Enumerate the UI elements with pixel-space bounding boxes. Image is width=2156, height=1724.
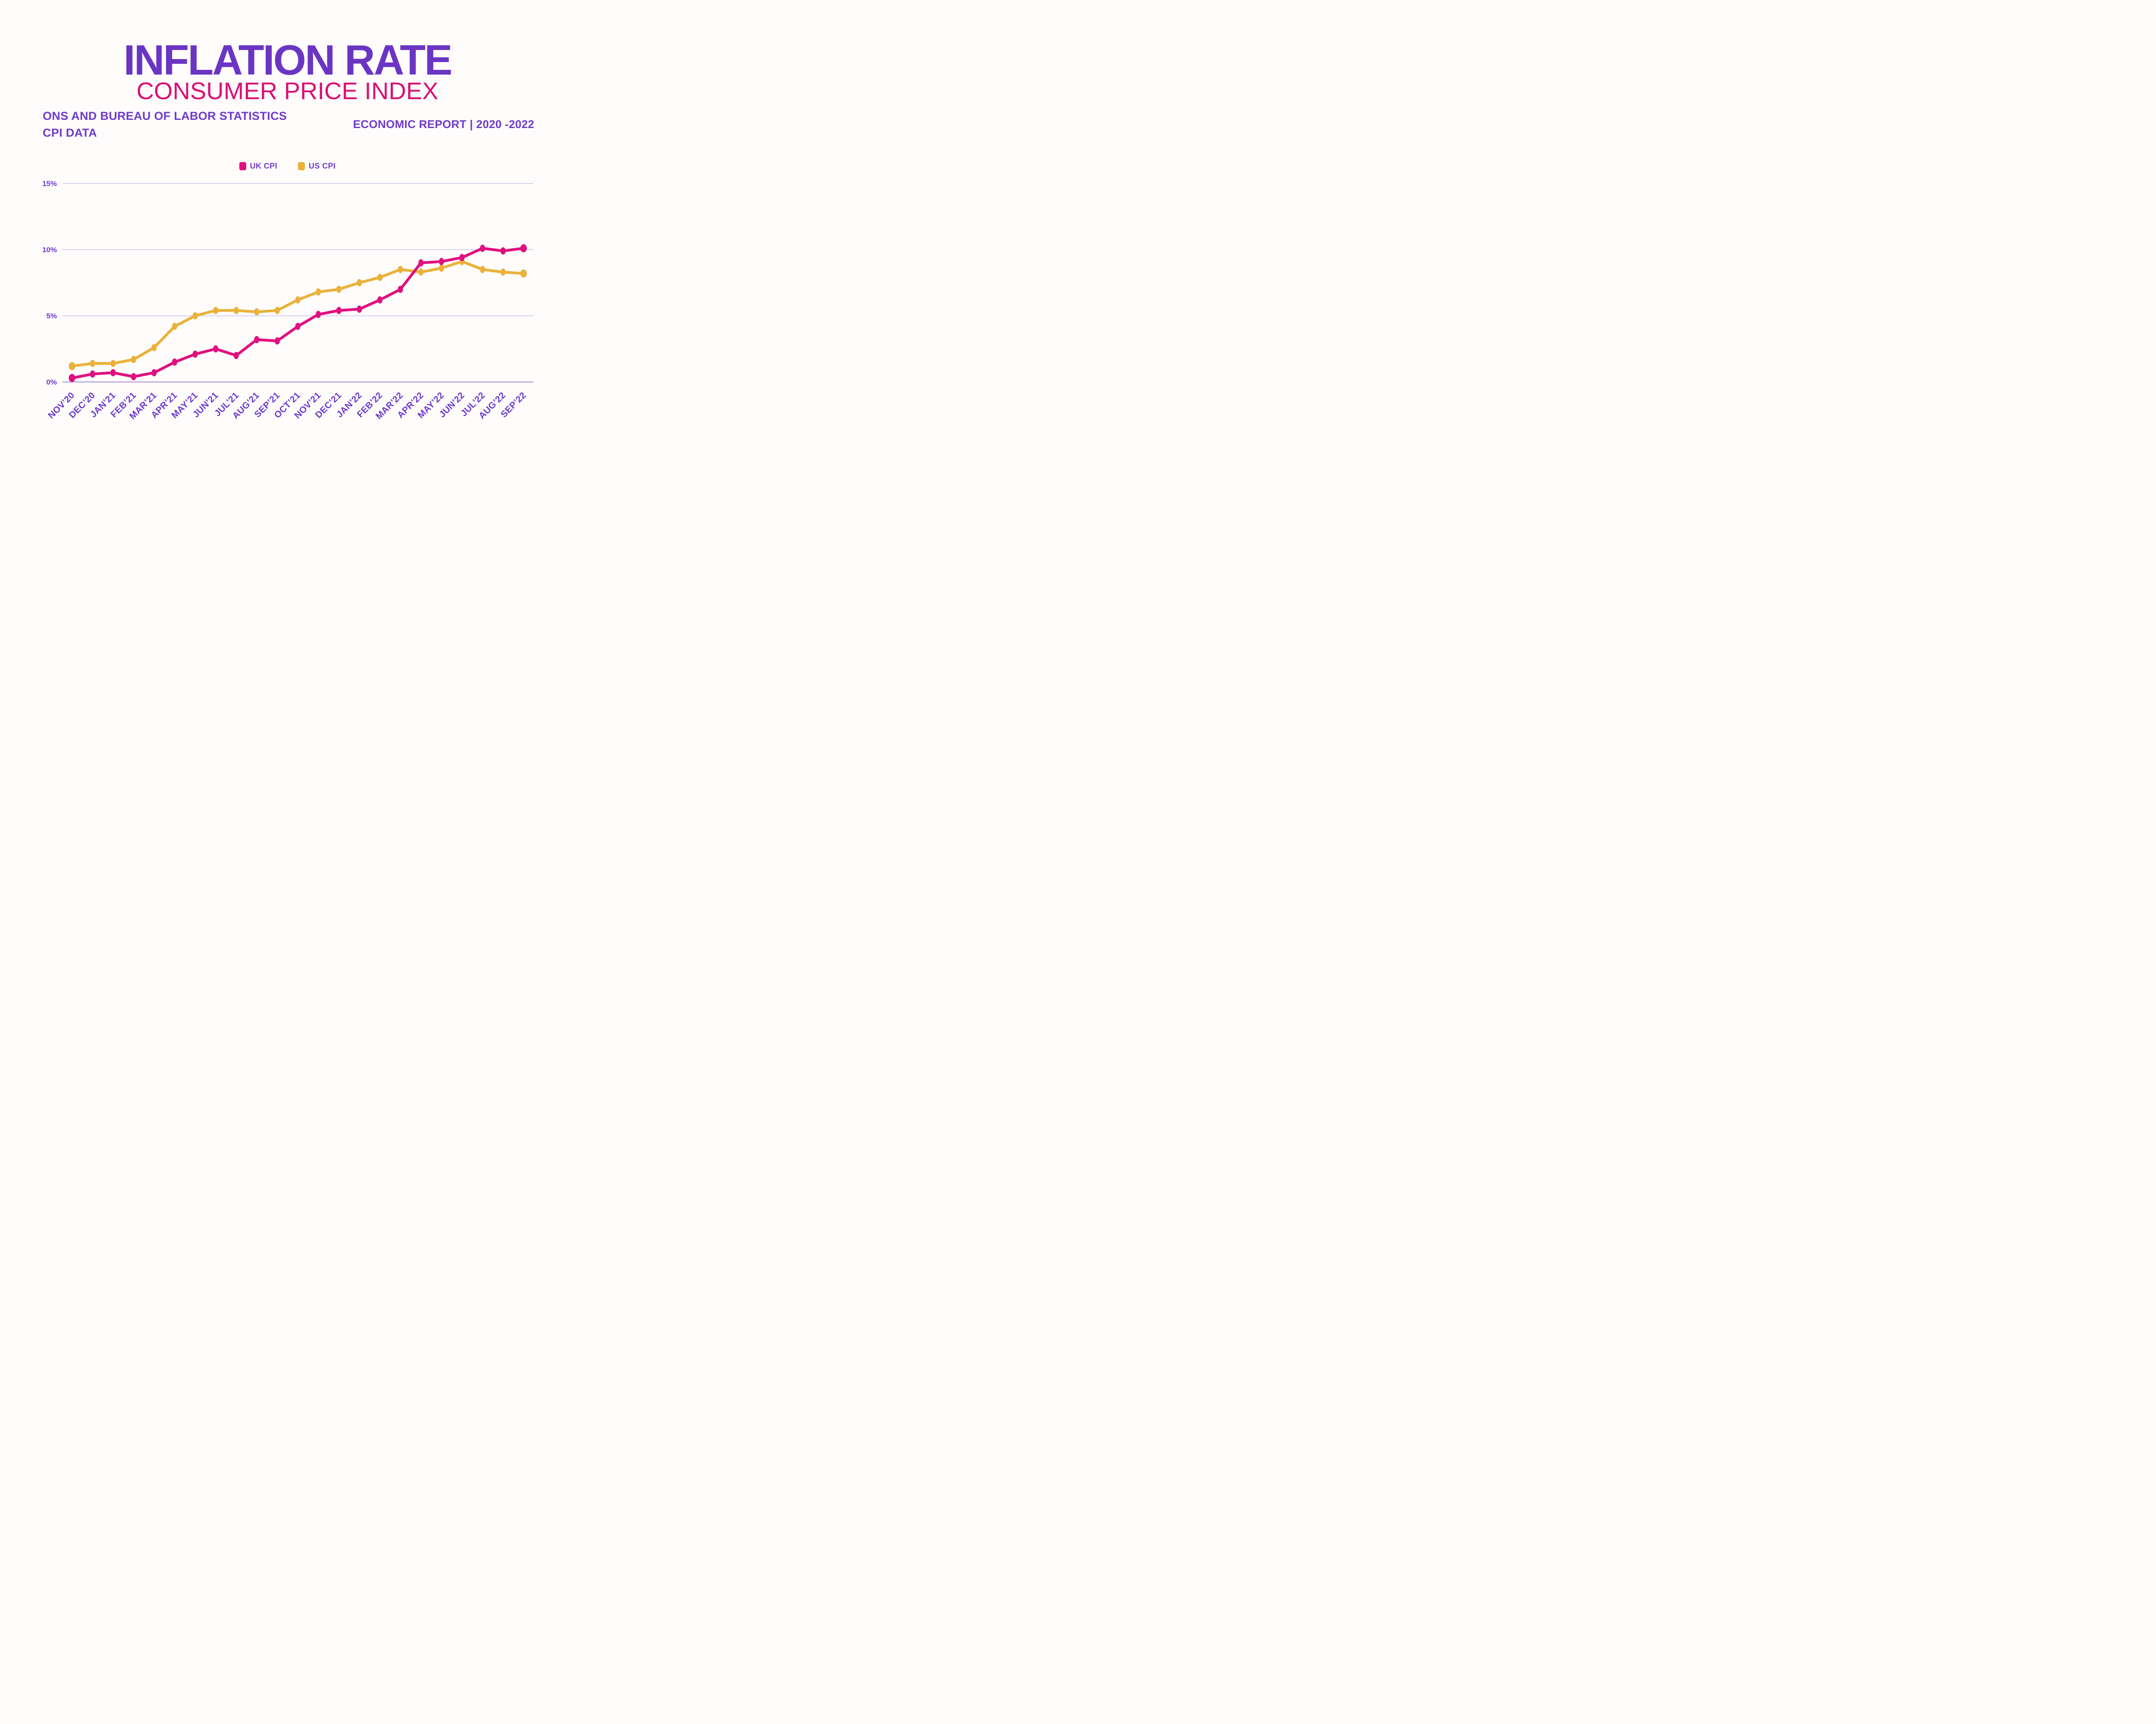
uk-cpi-point-3 bbox=[131, 373, 136, 381]
y-tick-label-10%: 10% bbox=[42, 246, 57, 254]
us-cpi-point-14 bbox=[357, 279, 362, 287]
us-cpi-point-15 bbox=[377, 274, 382, 281]
us-cpi-point-22 bbox=[520, 269, 527, 278]
uk-cpi-point-15 bbox=[377, 296, 382, 304]
uk-cpi-point-12 bbox=[316, 311, 321, 318]
us-cpi-point-2 bbox=[110, 360, 116, 367]
us-cpi-point-16 bbox=[398, 266, 403, 273]
source-note-line1: ONS AND BUREAU OF LABOR STATISTICS bbox=[43, 110, 287, 122]
cpi-line-chart: 0% 5% 10% 15% NOV’20DEC’20JAN’21FEB’21MAR’21… bbox=[42, 180, 533, 421]
page-title: INFLATION RATE bbox=[123, 36, 452, 84]
legend-label-us-cpi: US CPI bbox=[308, 162, 336, 170]
us-cpi-point-1 bbox=[90, 360, 95, 367]
y-tick-label-0%: 0% bbox=[46, 378, 57, 386]
source-note-line2: CPI DATA bbox=[43, 126, 97, 139]
page-subtitle: CONSUMER PRICE INDEX bbox=[136, 77, 439, 105]
uk-cpi-point-21 bbox=[500, 247, 506, 255]
uk-cpi-point-11 bbox=[295, 322, 301, 330]
data-source-note: ONS AND BUREAU OF LABOR STATISTICS CPI D… bbox=[43, 108, 287, 141]
uk-cpi-point-8 bbox=[233, 352, 239, 359]
report-period-label: ECONOMIC REPORT | 2020 -2022 bbox=[353, 118, 534, 131]
uk-cpi-point-20 bbox=[480, 244, 485, 252]
uk-cpi-point-6 bbox=[192, 350, 198, 358]
us-cpi-point-12 bbox=[316, 288, 321, 296]
us-cpi-point-6 bbox=[192, 312, 198, 319]
uk-cpi-point-9 bbox=[254, 336, 260, 344]
uk-cpi-point-2 bbox=[110, 369, 116, 376]
us-cpi-point-0 bbox=[69, 362, 75, 370]
us-cpi-point-10 bbox=[275, 307, 280, 314]
infographic-canvas: INFLATION RATE CONSUMER PRICE INDEX ONS … bbox=[0, 0, 575, 431]
series-uk-cpi bbox=[69, 244, 527, 382]
y-tick-label-15%: 15% bbox=[42, 180, 57, 188]
y-axis-tick-labels: 0% 5% 10% 15% bbox=[42, 180, 57, 387]
uk-cpi-point-10 bbox=[275, 337, 280, 345]
uk-cpi-point-17 bbox=[418, 259, 424, 267]
x-axis-tick-labels: NOV’20DEC’20JAN’21FEB’21MAR’21APR’21MAY’… bbox=[46, 390, 528, 421]
uk-cpi-point-0 bbox=[69, 374, 75, 382]
us-cpi-point-18 bbox=[439, 264, 444, 272]
uk-cpi-point-1 bbox=[90, 370, 95, 378]
y-tick-label-5%: 5% bbox=[46, 312, 57, 320]
uk-cpi-point-14 bbox=[357, 305, 362, 313]
uk-cpi-point-18 bbox=[439, 258, 444, 266]
us-cpi-point-8 bbox=[233, 307, 239, 314]
uk-cpi-point-4 bbox=[151, 369, 157, 376]
us-cpi-point-11 bbox=[295, 296, 301, 304]
uk-cpi-point-19 bbox=[459, 254, 465, 261]
us-cpi-point-7 bbox=[213, 307, 219, 314]
series-us-cpi bbox=[69, 258, 527, 370]
us-cpi-point-13 bbox=[336, 285, 342, 293]
uk-cpi-point-13 bbox=[336, 307, 342, 314]
legend-label-uk-cpi: UK CPI bbox=[250, 162, 277, 170]
uk-cpi-point-16 bbox=[398, 285, 403, 293]
us-cpi-point-5 bbox=[172, 322, 177, 330]
uk-cpi-line bbox=[70, 247, 525, 379]
us-cpi-point-4 bbox=[151, 344, 157, 351]
us-cpi-point-9 bbox=[254, 308, 260, 316]
legend-swatch-uk-cpi bbox=[239, 162, 246, 170]
legend-item-uk-cpi: UK CPI bbox=[239, 162, 277, 171]
us-cpi-point-20 bbox=[480, 266, 485, 273]
gridlines bbox=[63, 183, 533, 383]
uk-cpi-point-7 bbox=[213, 345, 219, 353]
legend-swatch-us-cpi bbox=[298, 162, 305, 170]
uk-cpi-point-22 bbox=[520, 244, 527, 253]
us-cpi-point-17 bbox=[418, 268, 424, 276]
us-cpi-point-3 bbox=[131, 356, 136, 363]
chart-legend: UK CPI US CPI bbox=[0, 162, 575, 171]
us-cpi-point-21 bbox=[500, 268, 506, 276]
us-cpi-line bbox=[70, 260, 525, 368]
legend-item-us-cpi: US CPI bbox=[298, 162, 335, 171]
uk-cpi-point-5 bbox=[172, 358, 177, 366]
